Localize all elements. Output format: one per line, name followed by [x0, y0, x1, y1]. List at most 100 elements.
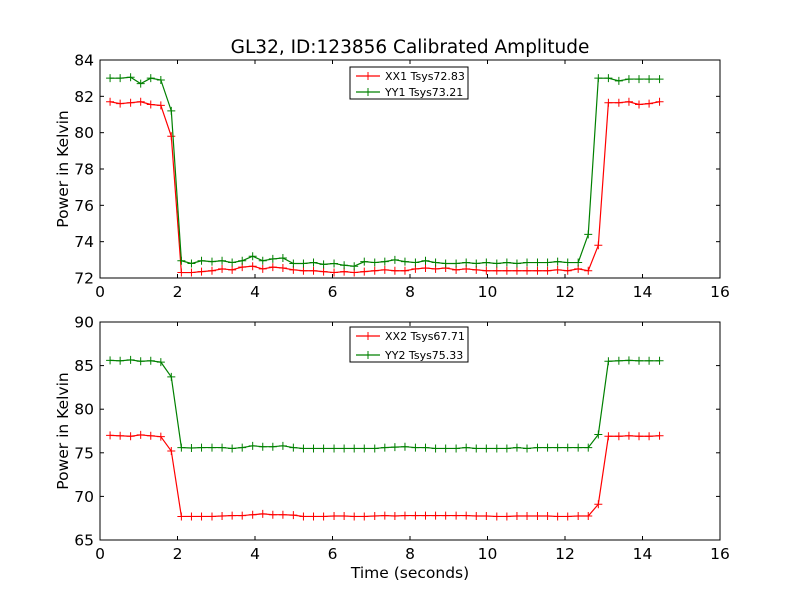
top-series-1-point: [319, 267, 328, 276]
top-series-2-point: [330, 259, 339, 268]
top-series-2-point: [624, 75, 633, 84]
bottom-y-tick-label: 80: [74, 401, 94, 419]
bottom-series-2-point: [289, 443, 298, 452]
top-series-2-point: [248, 252, 257, 261]
bottom-series-1-point: [574, 512, 583, 521]
top-series-1-point: [278, 264, 287, 273]
bottom-series-2-point: [594, 430, 603, 439]
top-series-2-point: [380, 257, 389, 266]
bottom-series-2-point: [319, 444, 328, 453]
bottom-x-tick-label: 10: [478, 545, 498, 563]
top-series-2-point: [512, 259, 521, 268]
top-legend-box: [349, 66, 469, 100]
bottom-series-1-point: [289, 511, 298, 520]
bottom-series-2-point: [604, 357, 613, 366]
bottom-series-2-point: [106, 356, 115, 365]
bottom-series-1-point: [543, 512, 552, 521]
top-series-2-point: [218, 256, 227, 265]
top-series-1-point: [421, 264, 430, 273]
top-series-1-point: [614, 98, 623, 107]
bottom-series-1-point: [400, 511, 409, 520]
top-series-2-point: [563, 258, 572, 267]
bottom-series-1-point: [187, 512, 196, 521]
top-series-2-point: [289, 259, 298, 268]
top-series-1-point: [563, 266, 572, 275]
bottom-series-2-point: [574, 443, 583, 452]
bottom-series-1-point: [441, 511, 450, 520]
top-series-2-point: [238, 256, 247, 265]
bottom-series-2-point: [258, 442, 267, 451]
top-series-2-point: [197, 256, 206, 265]
bottom-legend-marker-1: [364, 332, 372, 340]
top-series-1-point: [156, 101, 165, 110]
top-series-1-point: [370, 266, 379, 275]
bottom-series-1-point: [655, 431, 664, 440]
top-series-1-point: [248, 262, 257, 271]
bottom-series-1-point: [146, 431, 155, 440]
bottom-series-1-point: [431, 511, 440, 520]
bottom-series-2-point: [309, 444, 318, 453]
bottom-series-2-point: [441, 444, 450, 453]
bottom-series-2-point: [390, 443, 399, 452]
bottom-series-1-point: [380, 511, 389, 520]
bottom-series-1-point: [319, 512, 328, 521]
bottom-series-1-point: [248, 510, 257, 519]
bottom-series-1-point: [197, 512, 206, 521]
top-y-tick-label: 84: [74, 52, 94, 70]
bottom-series-1-point: [624, 431, 633, 440]
bottom-series-1-point: [309, 512, 318, 521]
top-series-2-point: [421, 256, 430, 265]
bottom-series-2-point: [370, 444, 379, 453]
bottom-x-tick-label: 6: [328, 545, 338, 563]
top-series-1-point: [655, 97, 664, 106]
top-series-2-point: [441, 259, 450, 268]
bottom-series-2-point: [411, 443, 420, 452]
bottom-y-tick-label: 65: [74, 532, 94, 550]
chart-title: GL32, ID:123856 Calibrated Amplitude: [231, 37, 590, 58]
top-series-2-point: [207, 257, 216, 266]
top-series-2-point: [604, 74, 613, 83]
bottom-series-1-point: [635, 432, 644, 441]
bottom-series-2-point: [543, 443, 552, 452]
top-series-1-point: [197, 267, 206, 276]
bottom-series-2-point: [563, 443, 572, 452]
bottom-series-2-point: [492, 444, 501, 453]
top-series-2-point: [655, 75, 664, 84]
top-series-1-point: [187, 268, 196, 277]
top-series-2-point: [452, 259, 461, 268]
bottom-series-1-point: [502, 512, 511, 521]
bottom-series-1-point: [126, 432, 135, 441]
top-series-1-point: [228, 265, 237, 274]
top-series-1-point: [177, 268, 186, 277]
top-legend: XX1 Tsys72.83 YY1 Tsys73.21: [349, 66, 469, 100]
bottom-series-1-point: [370, 512, 379, 521]
bottom-series-1-point: [553, 512, 562, 521]
bottom-series-1-point: [136, 430, 145, 439]
top-series-2-point: [126, 73, 135, 82]
bottom-series-2-point: [340, 444, 349, 453]
bottom-series-2-point: [635, 356, 644, 365]
bottom-series-2-point: [350, 444, 359, 453]
top-series-1-point: [512, 266, 521, 275]
bottom-series-2-point: [502, 444, 511, 453]
top-series-2-point: [309, 258, 318, 267]
bottom-series-2-point: [146, 356, 155, 365]
top-y-tick-label: 78: [74, 161, 94, 179]
top-x-tick-label: 14: [633, 283, 653, 301]
top-series-2-point: [340, 261, 349, 270]
top-series-2-point: [523, 258, 532, 267]
top-series-1-point: [492, 266, 501, 275]
bottom-series-2-point: [512, 443, 521, 452]
bottom-series-1-point: [207, 512, 216, 521]
top-series-2-point: [350, 262, 359, 271]
top-series-2-point: [278, 254, 287, 263]
top-series-1-point: [594, 241, 603, 250]
top-series-2-point: [268, 254, 277, 263]
bottom-series-2-point: [380, 443, 389, 452]
top-x-tick-label: 6: [328, 283, 338, 301]
bottom-series-2-point: [126, 355, 135, 364]
bottom-y-tick-label: 85: [74, 357, 94, 375]
bottom-series-2-point: [431, 444, 440, 453]
bottom-series-1-point: [472, 512, 481, 521]
bottom-legend-box: [349, 326, 469, 363]
